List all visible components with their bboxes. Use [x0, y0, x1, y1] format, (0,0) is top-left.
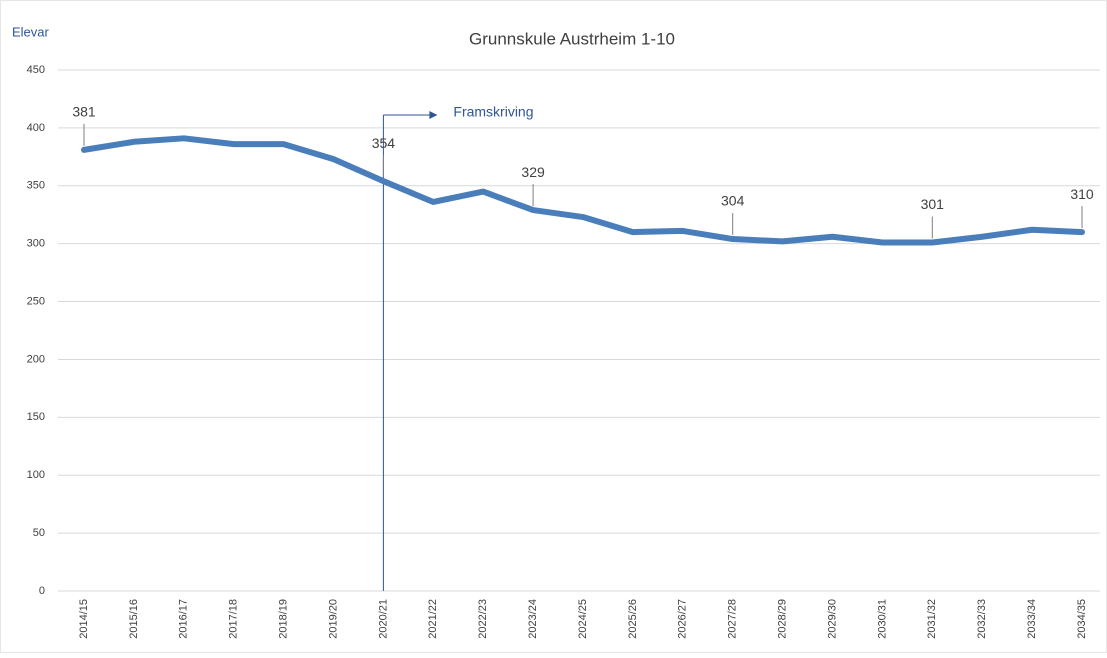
- y-tick-label: 100: [27, 469, 45, 481]
- x-tick-label: 2031/32: [926, 599, 938, 639]
- y-tick-label: 200: [27, 353, 45, 365]
- y-tick-label: 350: [27, 180, 45, 192]
- x-tick-label: 2022/23: [477, 599, 489, 639]
- y-tick-label: 400: [27, 122, 45, 134]
- x-tick-label: 2020/21: [377, 599, 389, 639]
- y-tick-label: 150: [27, 411, 45, 423]
- x-tick-label: 2032/33: [976, 599, 988, 639]
- x-tick-label: 2025/26: [627, 599, 639, 639]
- y-tick-label: 0: [39, 585, 45, 597]
- x-tick-label: 2029/30: [826, 599, 838, 639]
- x-tick-label: 2023/24: [527, 599, 539, 639]
- x-tick-label: 2034/35: [1076, 599, 1088, 639]
- data-label: 304: [721, 193, 745, 209]
- x-tick-label: 2024/25: [577, 599, 589, 639]
- x-tick-label: 2026/27: [677, 599, 689, 639]
- x-tick-label: 2021/22: [427, 599, 439, 639]
- data-label: 381: [72, 104, 96, 120]
- projection-arrowhead: [429, 111, 438, 119]
- series-line: [81, 135, 1085, 246]
- x-tick-label: 2016/17: [178, 599, 190, 639]
- data-label: 310: [1070, 186, 1094, 202]
- x-tick-label: 2033/34: [1026, 599, 1038, 639]
- data-label: 301: [921, 196, 945, 212]
- chart-title: Grunnskule Austrheim 1-10: [469, 29, 675, 48]
- x-tick-label: 2027/28: [727, 599, 739, 639]
- y-tick-label: 450: [27, 64, 45, 76]
- annotation-label: Framskriving: [453, 104, 533, 120]
- y-axis-label: Elevar: [12, 24, 50, 39]
- x-tick-label: 2014/15: [78, 599, 90, 639]
- data-label: 354: [372, 135, 396, 151]
- y-tick-label: 300: [27, 238, 45, 250]
- x-tick-label: 2028/29: [777, 599, 789, 639]
- x-tick-label: 2030/31: [876, 599, 888, 639]
- y-tick-label: 250: [27, 295, 45, 307]
- data-label: 329: [521, 164, 545, 180]
- x-tick-label: 2017/18: [228, 599, 240, 639]
- x-tick-label: 2015/16: [128, 599, 140, 639]
- x-tick-label: 2019/20: [327, 599, 339, 639]
- x-tick-label: 2018/19: [278, 599, 290, 639]
- y-tick-label: 50: [33, 527, 45, 539]
